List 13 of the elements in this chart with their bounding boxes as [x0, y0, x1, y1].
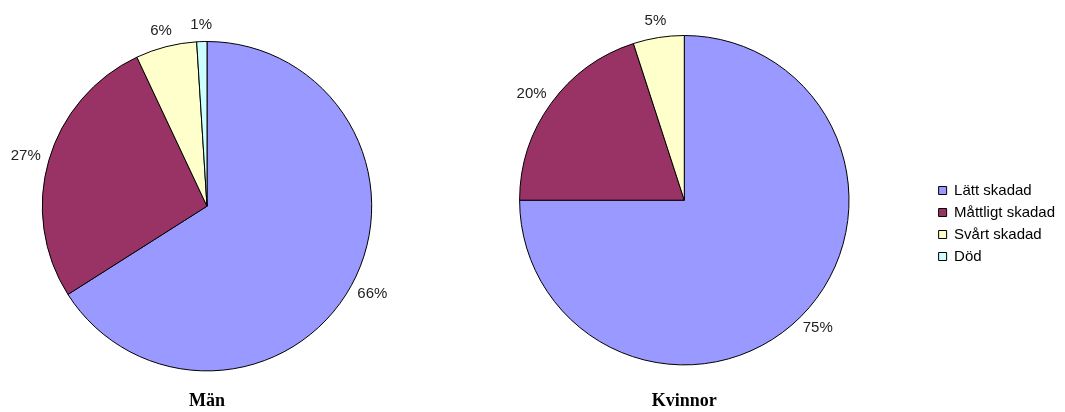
legend-label: Lätt skadad — [954, 180, 1032, 198]
data-label: 75% — [802, 318, 833, 336]
text: Män — [189, 389, 225, 410]
data-label: 6% — [150, 20, 172, 38]
data-label: 5% — [644, 11, 667, 29]
data-label: 27% — [10, 145, 41, 163]
data-label: 66% — [357, 283, 388, 301]
data-label: 20% — [516, 83, 547, 101]
legend-label: Måttligt skadad — [954, 202, 1056, 220]
data-label: 1% — [190, 15, 213, 33]
legend-label: Svårt skadad — [954, 224, 1042, 242]
legend-label: Död — [954, 246, 982, 264]
text: Kvinnor — [651, 389, 717, 410]
